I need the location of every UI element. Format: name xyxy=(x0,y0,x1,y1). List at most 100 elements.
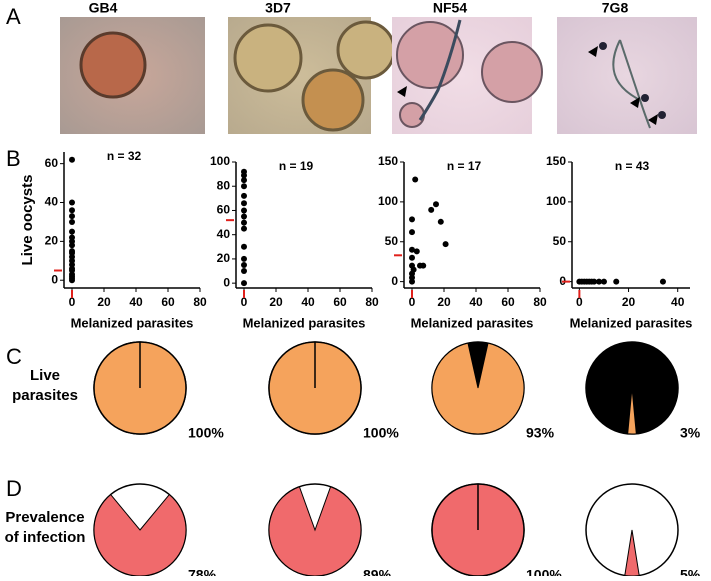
row-label: Prevalence xyxy=(5,509,84,526)
x-tick-label: 0 xyxy=(576,295,583,309)
point xyxy=(69,199,75,206)
x-tick-label: 0 xyxy=(409,295,416,309)
x-tick-label: 60 xyxy=(501,295,515,309)
micrographs xyxy=(60,17,697,134)
point xyxy=(69,207,75,214)
point xyxy=(420,262,427,269)
x-tick-label: 40 xyxy=(301,295,315,309)
y-tick-label: 100 xyxy=(546,194,566,208)
point xyxy=(69,228,75,235)
point xyxy=(413,248,420,255)
y-tick-label: 20 xyxy=(45,234,59,248)
annotation: n = 17 xyxy=(447,159,482,173)
x-axis-label: Melanized parasites xyxy=(570,315,693,330)
y-tick-label: 50 xyxy=(385,234,399,248)
point xyxy=(428,206,435,213)
oocyst xyxy=(301,68,365,132)
x-tick-label: 60 xyxy=(333,295,347,309)
point xyxy=(613,278,620,285)
point xyxy=(437,218,444,225)
point xyxy=(241,177,247,184)
melanized-parasite xyxy=(658,111,666,119)
image-label: GB4 xyxy=(89,0,118,16)
y-tick-label: 150 xyxy=(546,154,566,168)
trachea xyxy=(418,19,462,121)
x-tick-label: 0 xyxy=(241,295,248,309)
x-tick-label: 20 xyxy=(97,295,111,309)
y-tick-label: 40 xyxy=(45,195,59,209)
y-tick-label: 60 xyxy=(217,203,231,217)
y-tick-label: 60 xyxy=(45,156,59,170)
point xyxy=(241,172,247,179)
point xyxy=(241,280,247,287)
point xyxy=(412,176,419,183)
annotation: n = 32 xyxy=(107,149,142,163)
y-tick-label: 0 xyxy=(51,272,58,286)
y-axis-label: Live oocysts xyxy=(19,175,36,266)
x-tick-label: 80 xyxy=(193,295,207,309)
point xyxy=(241,255,247,262)
x-axis-label: Melanized parasites xyxy=(243,315,366,330)
value-label: 100% xyxy=(188,425,224,441)
point xyxy=(409,246,415,253)
point xyxy=(241,183,247,190)
melanized-parasite xyxy=(641,94,649,102)
annotation: n = 43 xyxy=(615,159,650,173)
point xyxy=(241,219,247,226)
x-tick-label: 60 xyxy=(161,295,175,309)
x-tick-label: 80 xyxy=(365,295,379,309)
row-label: of infection xyxy=(5,529,86,546)
x-tick-label: 80 xyxy=(533,295,547,309)
oocyst xyxy=(396,21,464,89)
point xyxy=(409,278,415,285)
point xyxy=(241,268,247,275)
x-tick-label: 20 xyxy=(269,295,283,309)
value-label: 100% xyxy=(363,425,399,441)
micrograph xyxy=(557,17,697,134)
point xyxy=(241,225,247,232)
x-tick-label: 40 xyxy=(469,295,483,309)
y-tick-label: 100 xyxy=(210,154,230,168)
x-tick-label: 0 xyxy=(69,295,76,309)
x-tick-label: 40 xyxy=(671,295,685,309)
oocyst xyxy=(79,31,147,99)
arrowhead xyxy=(397,86,407,97)
value-label: 100% xyxy=(526,567,562,576)
point xyxy=(241,213,247,220)
value-label: 5% xyxy=(680,567,701,576)
y-tick-label: 100 xyxy=(378,194,398,208)
row-label: Live xyxy=(30,367,60,384)
panel-label: D xyxy=(6,476,22,501)
pie-slice xyxy=(431,342,525,435)
annotation: n = 19 xyxy=(279,159,314,173)
point xyxy=(69,213,75,220)
oocyst xyxy=(336,20,396,80)
point xyxy=(409,216,415,223)
x-tick-label: 20 xyxy=(622,295,636,309)
point xyxy=(241,200,247,207)
point xyxy=(69,218,75,225)
panel-label: B xyxy=(6,146,21,171)
point xyxy=(69,250,75,257)
y-tick-label: 40 xyxy=(217,227,231,241)
point xyxy=(591,278,598,285)
panel-label: A xyxy=(6,4,21,29)
point xyxy=(659,278,666,285)
point xyxy=(596,278,603,285)
oocyst xyxy=(233,23,303,93)
value-label: 3% xyxy=(680,425,701,441)
point xyxy=(241,243,247,250)
image-label: 3D7 xyxy=(265,0,291,16)
point xyxy=(410,266,417,273)
arrowhead xyxy=(588,46,658,125)
point xyxy=(241,192,247,199)
pie-slice xyxy=(627,387,637,435)
trachea xyxy=(612,39,651,129)
point xyxy=(69,242,75,249)
x-axis-label: Melanized parasites xyxy=(411,315,534,330)
value-label: 93% xyxy=(526,425,555,441)
oocyst xyxy=(399,102,425,128)
value-label: 78% xyxy=(188,567,217,576)
point xyxy=(69,277,75,284)
value-label: 89% xyxy=(363,567,392,576)
